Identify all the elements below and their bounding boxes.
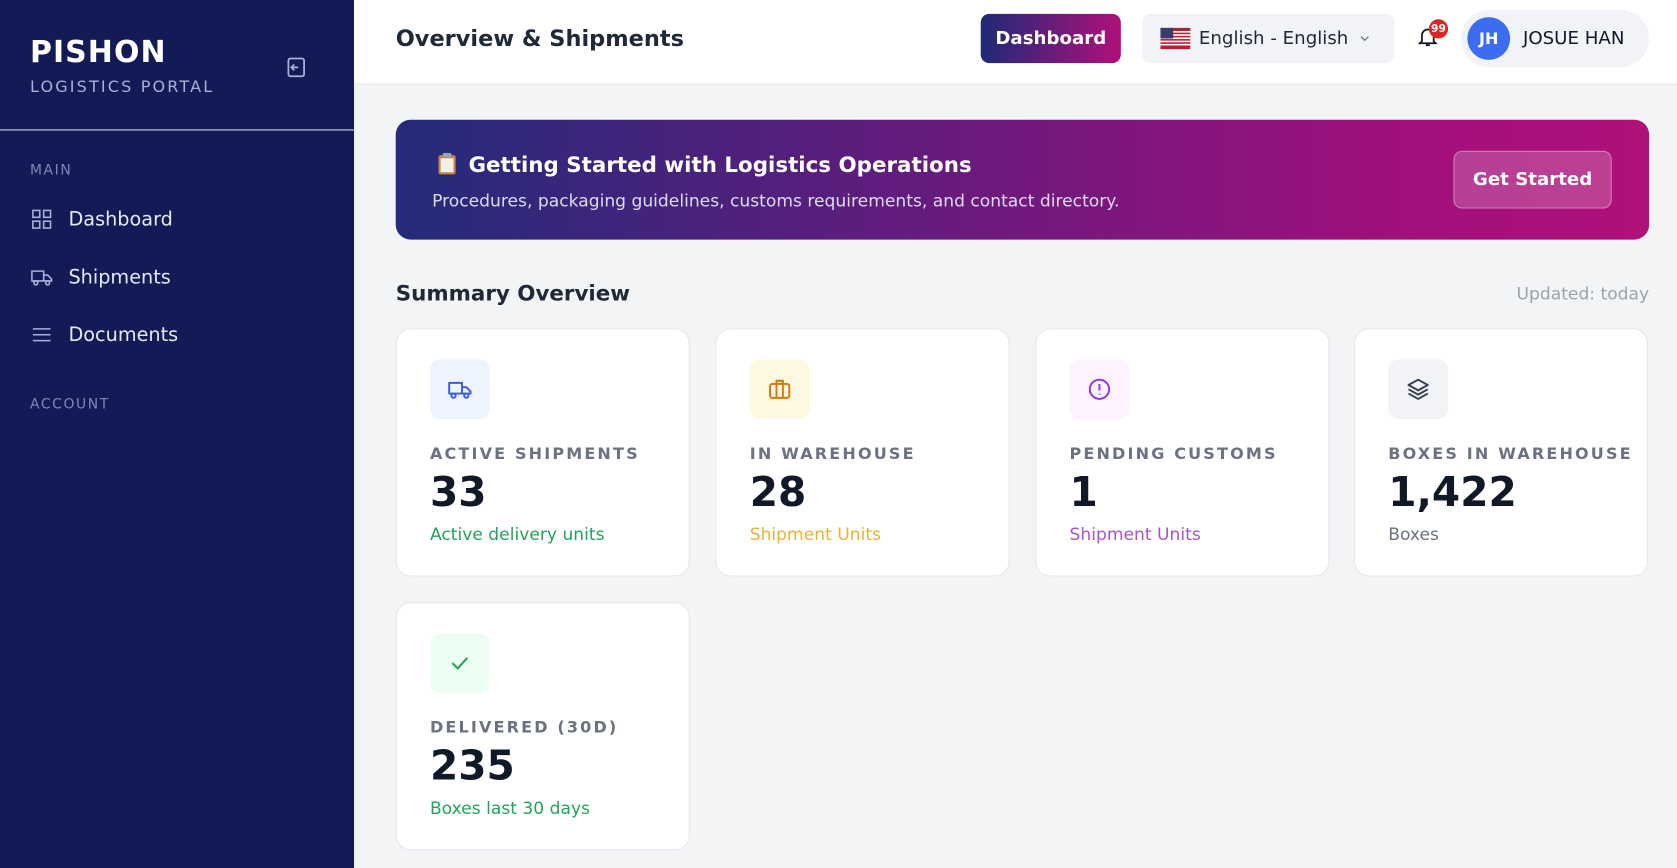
nav-item[interactable]: Dashboard (30, 207, 173, 231)
divider (0, 129, 355, 131)
collapse-button[interactable] (284, 56, 308, 80)
nav-label: Shipments (68, 265, 171, 289)
section-title: ACCOUNT (29, 396, 110, 413)
stat-caption: Boxes last 30 days (429, 797, 591, 819)
stat-card: PENDING CUSTOMS 1 Shipment Units (1035, 328, 1330, 577)
stat-label: ACTIVE SHIPMENTS (429, 443, 640, 464)
banner: Getting Started with Logistics Operation… (395, 119, 1650, 240)
user-name: JOSUE HAN (1522, 27, 1625, 50)
stat-caption: Boxes (1388, 524, 1439, 545)
nav-label: Documents (68, 323, 179, 346)
section-title: Summary Overview (395, 280, 631, 306)
dashboard-button[interactable]: Dashboard (980, 13, 1121, 64)
brand: PISHON (29, 34, 167, 70)
stat-icon (1388, 359, 1449, 420)
get-started-button[interactable]: Get Started (1453, 150, 1612, 209)
stat-icon (749, 359, 810, 420)
header: Overview & Shipments Dashboard English -… (354, 0, 1677, 85)
nav-item[interactable]: Documents (30, 323, 178, 347)
stat-caption: Shipment Units (1069, 524, 1201, 545)
stat-caption: Active delivery units (429, 524, 605, 545)
sidebar: PISHON LOGISTICS PORTAL MAIN Dashboard S… (0, 0, 355, 868)
stat-value: 33 (429, 468, 487, 516)
stat-label: DELIVERED (30D) (429, 717, 619, 737)
brand-subtitle: LOGISTICS PORTAL (29, 77, 215, 97)
stat-caption: Shipment Units (749, 524, 881, 545)
nav-item[interactable]: Shipments (30, 265, 171, 289)
banner-description: Procedures, packaging guidelines, custom… (432, 190, 1120, 211)
stat-icon (429, 359, 490, 420)
stat-value: 1 (1069, 468, 1098, 516)
stat-label: IN WAREHOUSE (749, 443, 916, 464)
user-menu[interactable]: JH JOSUE HAN (1460, 9, 1650, 68)
stat-value: 235 (429, 742, 515, 790)
avatar: JH (1467, 17, 1511, 60)
stat-label: PENDING CUSTOMS (1069, 443, 1278, 464)
stat-card: IN WAREHOUSE 28 Shipment Units (715, 328, 1010, 577)
banner-title: Getting Started with Logistics Operation… (468, 151, 972, 178)
stat-card: BOXES IN WAREHOUSE 1,422 Boxes (1353, 328, 1649, 577)
page-title: Overview & Shipments (395, 25, 684, 52)
banner-icon (438, 152, 456, 175)
stat-card: DELIVERED (30D) 235 Boxes last 30 days (395, 602, 690, 851)
language-select[interactable]: English - English (1142, 13, 1395, 64)
stat-icon (1069, 359, 1130, 420)
stat-label: BOXES IN WAREHOUSE (1388, 443, 1633, 464)
language-label: English - English (1198, 27, 1349, 50)
stat-value: 28 (749, 468, 807, 516)
stat-icon (429, 633, 490, 694)
stat-card: ACTIVE SHIPMENTS 33 Active delivery units (395, 328, 690, 577)
updated-text: Updated: today (1516, 283, 1650, 304)
notification-badge: 99 (1428, 19, 1449, 39)
section-title: MAIN (29, 162, 73, 179)
nav-label: Dashboard (68, 208, 173, 231)
stat-value: 1,422 (1388, 468, 1517, 516)
